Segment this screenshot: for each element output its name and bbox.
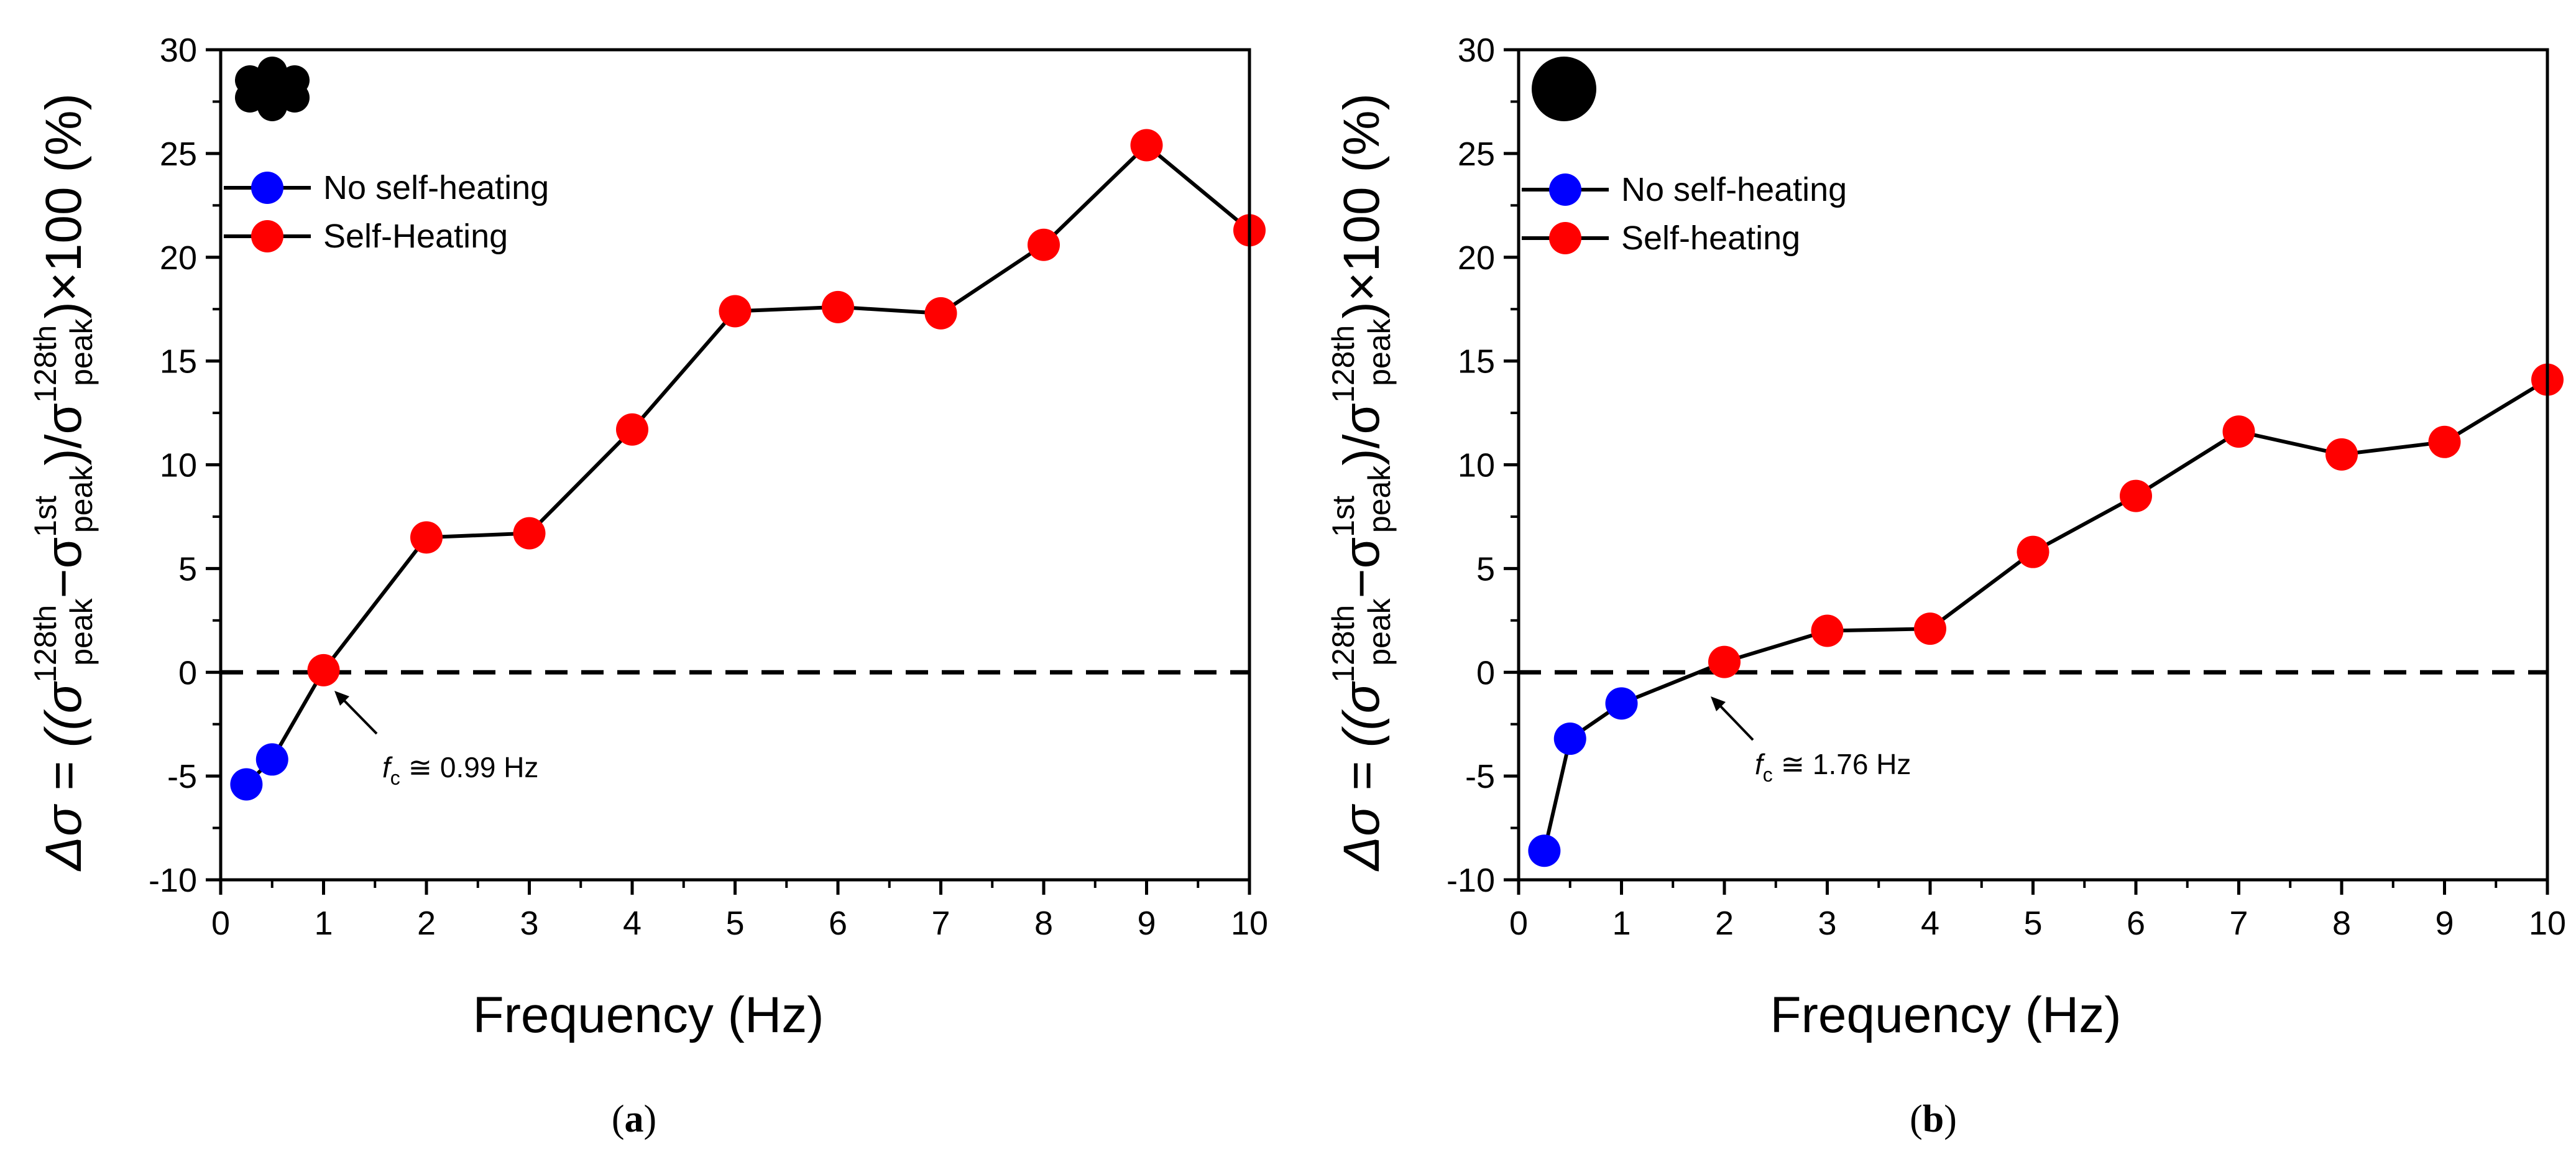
y-axis-title: Δσ = ((σ128thpeak−σ1stpeak)/σ128thpeak)×…	[1326, 93, 1397, 872]
x-tick-label: 9	[2435, 905, 2454, 942]
crossover-annotation: fc ≅ 1.76 Hz	[1711, 696, 1911, 786]
data-point-self-heating	[2120, 479, 2152, 512]
data-point-self-heating	[2222, 415, 2255, 448]
legend-marker-red	[251, 220, 283, 252]
x-tick-label: 8	[2332, 905, 2351, 942]
y-tick-label: 20	[1458, 239, 1495, 277]
x-tick-label: 0	[1509, 905, 1528, 942]
x-tick-label: 6	[829, 905, 847, 942]
x-tick-label: 2	[1715, 905, 1734, 942]
y-tick-label: 0	[178, 654, 197, 691]
x-tick-label: 0	[211, 905, 230, 942]
y-tick-label: 5	[1476, 550, 1495, 588]
y-tick-label: 10	[1458, 447, 1495, 484]
data-point-self-heating	[2017, 535, 2049, 568]
data-point-self-heating	[307, 653, 340, 686]
x-tick-label: 2	[417, 905, 436, 942]
y-tick-label: -5	[1465, 758, 1495, 795]
legend-marker-red	[1549, 222, 1581, 254]
svg-text:No self-heating: No self-heating	[1621, 171, 1847, 208]
y-tick-label: 15	[160, 343, 197, 381]
x-tick-label: 5	[725, 905, 744, 942]
data-point-self-heating	[1914, 612, 1946, 645]
svg-text:No self-heating: No self-heating	[323, 169, 549, 206]
data-point-no-self-heating	[255, 743, 288, 776]
y-axis-title: Δσ = ((σ128thpeak−σ1stpeak)/σ128thpeak)×…	[28, 93, 99, 872]
y-tick-label: 10	[160, 447, 197, 484]
legend-item-self-heating: Self-heating	[1522, 219, 1800, 257]
data-point-no-self-heating	[1605, 687, 1638, 720]
data-point-self-heating	[924, 297, 957, 330]
data-point-self-heating	[719, 295, 752, 328]
x-tick-label: 3	[1818, 905, 1836, 942]
y-tick-label: -5	[167, 758, 197, 795]
solid-cable-cross-section-icon	[1532, 57, 1596, 121]
plot-frame	[219, 48, 1251, 882]
data-point-self-heating	[1028, 228, 1060, 261]
x-tick-label: 1	[1612, 905, 1631, 942]
x-tick-label: 8	[1034, 905, 1053, 942]
y-tick-label: 0	[1476, 654, 1495, 691]
x-axis-title: Frequency (Hz)	[1770, 987, 2121, 1043]
x-tick-label: 6	[2127, 905, 2145, 942]
data-point-self-heating	[2428, 425, 2461, 458]
svg-text:fc ≅ 1.76 Hz: fc ≅ 1.76 Hz	[1755, 748, 1911, 786]
data-point-self-heating	[1708, 645, 1741, 678]
data-point-self-heating	[1811, 614, 1844, 647]
y-tick-label: 20	[160, 239, 197, 277]
data-point-self-heating	[2325, 438, 2358, 471]
legend-marker-blue	[1549, 173, 1581, 206]
plot-frame	[1517, 48, 2549, 882]
panel-caption: (b)	[1910, 1098, 1957, 1140]
x-tick-label: 5	[2023, 905, 2042, 942]
y-tick-label: 25	[1458, 136, 1495, 173]
data-point-no-self-heating	[1528, 834, 1561, 867]
y-tick-label: 25	[160, 136, 197, 173]
legend-item-no-self-heating: No self-heating	[224, 169, 549, 206]
crossover-annotation: fc ≅ 0.99 Hz	[334, 691, 538, 789]
series-connecting-line	[245, 142, 1251, 786]
svg-text:Self-heating: Self-heating	[1621, 219, 1800, 257]
legend-item-self-heating: Self-Heating	[224, 218, 508, 255]
legend: No self-heating Self-heating	[1522, 171, 1847, 257]
y-tick-label: -10	[149, 862, 197, 899]
arrow-head-icon	[334, 691, 349, 706]
x-tick-label: 10	[1231, 905, 1268, 942]
x-tick-label: 1	[314, 905, 333, 942]
svg-text:Self-Heating: Self-Heating	[323, 218, 508, 255]
arrow-head-icon	[1711, 696, 1726, 711]
data-point-no-self-heating	[230, 768, 263, 801]
y-tick-label: 30	[160, 32, 197, 69]
data-point-self-heating	[822, 290, 854, 323]
x-tick-label: 3	[520, 905, 538, 942]
y-tick-label: 15	[1458, 343, 1495, 381]
data-point-self-heating	[1130, 129, 1163, 162]
y-tick-label: 30	[1458, 32, 1495, 69]
panel-caption: (a)	[612, 1098, 656, 1140]
legend-marker-blue	[251, 172, 283, 204]
legend: No self-heating Self-Heating	[224, 169, 549, 255]
x-tick-label: 4	[623, 905, 642, 942]
y-tick-label: 5	[178, 550, 197, 588]
x-tick-label: 9	[1137, 905, 1156, 942]
stranded-cable-cross-section-icon	[235, 57, 310, 121]
data-point-self-heating	[513, 517, 546, 550]
svg-text:fc ≅ 0.99 Hz: fc ≅ 0.99 Hz	[382, 751, 538, 789]
series-connecting-line	[1542, 378, 2549, 851]
data-point-self-heating	[616, 413, 648, 446]
data-point-self-heating	[410, 521, 443, 554]
chart-panel-a: Δσ = ((σ128thpeak−σ1stpeak)/σ128thpeak)×…	[28, 32, 1268, 1140]
legend-item-no-self-heating: No self-heating	[1522, 171, 1847, 208]
y-tick-label: -10	[1447, 862, 1495, 899]
x-axis-title: Frequency (Hz)	[472, 987, 824, 1043]
x-tick-label: 7	[2229, 905, 2248, 942]
data-point-no-self-heating	[1553, 723, 1586, 755]
x-tick-label: 7	[931, 905, 950, 942]
x-tick-label: 10	[2529, 905, 2566, 942]
chart-panel-b: Δσ = ((σ128thpeak−σ1stpeak)/σ128thpeak)×…	[1326, 32, 2566, 1140]
x-tick-label: 4	[1921, 905, 1939, 942]
